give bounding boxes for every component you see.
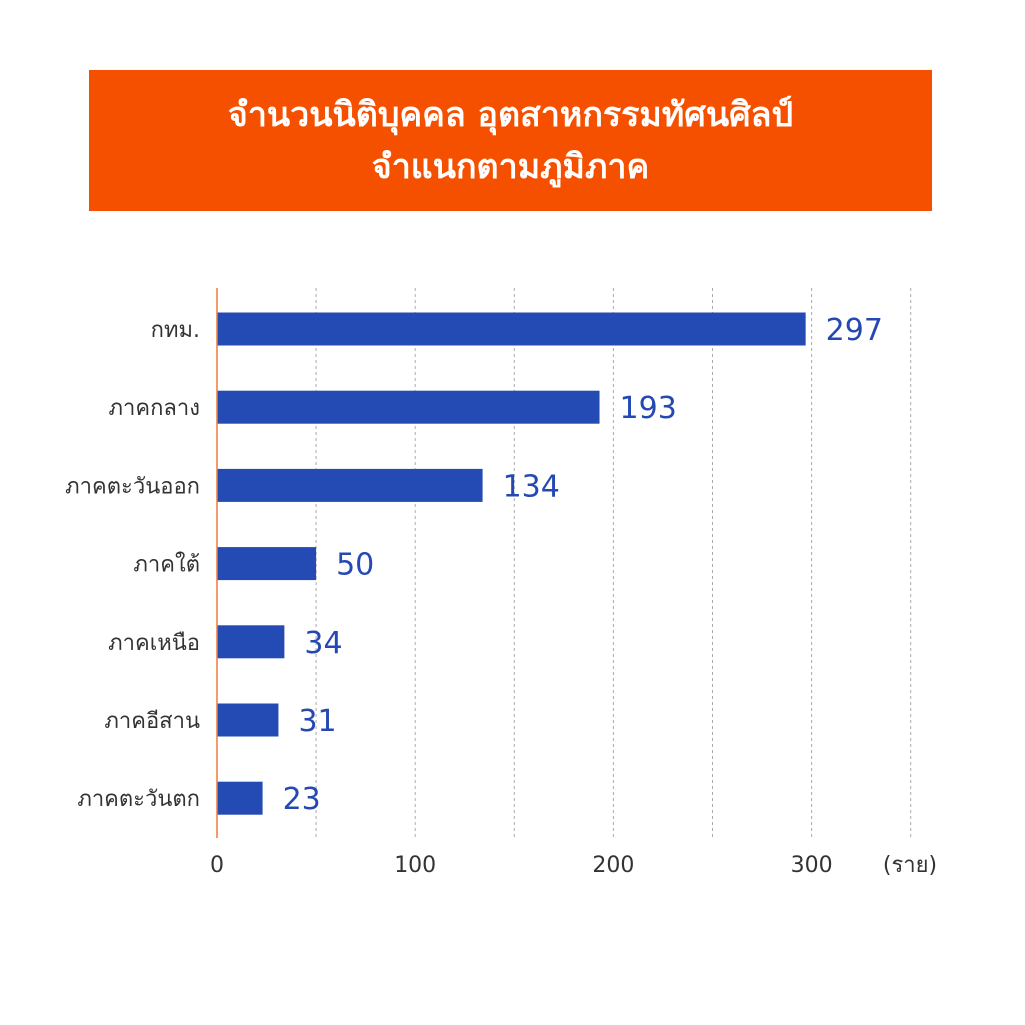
- value-label: 193: [620, 391, 677, 426]
- category-label: ภาคตะวันตก: [77, 787, 200, 812]
- bar: [217, 625, 285, 659]
- category-label: ภาคเหนือ: [108, 631, 200, 656]
- bar: [217, 703, 279, 737]
- value-label: 50: [336, 548, 374, 583]
- value-label: 31: [298, 704, 336, 739]
- category-label: กทม.: [151, 318, 200, 343]
- bar: [217, 390, 600, 424]
- x-tick-label: 300: [791, 853, 833, 878]
- x-tick-label: 0: [210, 853, 224, 878]
- chart-title-line-1: จำนวนนิติบุคคล อุตสาหกรรมทัศนศิลป์: [227, 94, 794, 135]
- bar: [217, 781, 263, 815]
- x-tick-label: 200: [592, 853, 634, 878]
- category-label: ภาคกลาง: [109, 396, 200, 421]
- bar: [217, 547, 317, 581]
- category-label: ภาคตะวันออก: [65, 474, 200, 499]
- chart-title-banner: จำนวนนิติบุคคล อุตสาหกรรมทัศนศิลป์ จำแนก…: [89, 70, 932, 211]
- value-label: 34: [304, 626, 342, 661]
- value-label: 297: [826, 313, 883, 348]
- chart-title-line-2: จำแนกตามภูมิภาค: [371, 146, 650, 187]
- bar: [217, 468, 483, 502]
- bar: [217, 312, 806, 346]
- value-label: 23: [283, 782, 321, 817]
- x-unit-label: (ราย): [883, 853, 937, 878]
- x-tick-label: 100: [394, 853, 436, 878]
- value-label: 134: [503, 469, 560, 504]
- category-label: ภาคใต้: [133, 552, 200, 578]
- category-label: ภาคอีสาน: [104, 709, 200, 734]
